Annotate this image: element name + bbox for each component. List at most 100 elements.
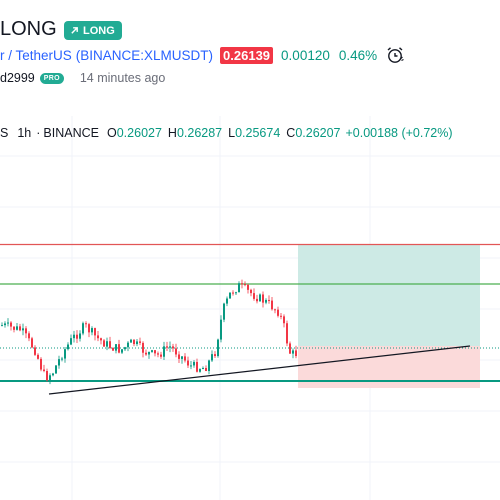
- exchange-link[interactable]: (BINANCE:XLMUSDT): [75, 48, 214, 63]
- candle-body: [250, 289, 252, 294]
- candle-body: [220, 319, 222, 340]
- candle-body: [130, 339, 132, 343]
- candle-body: [133, 339, 135, 345]
- symbol-row: r / TetherUS (BINANCE:XLMUSDT) 0.26139 0…: [0, 47, 377, 64]
- candle-body: [91, 328, 93, 333]
- candle-body: [199, 369, 201, 372]
- candle-body: [115, 344, 117, 351]
- candle-body: [289, 343, 291, 354]
- candle-body: [211, 354, 213, 361]
- candle-body: [40, 358, 42, 370]
- candle-body: [229, 292, 231, 299]
- candle-body: [241, 283, 243, 285]
- legend-interval[interactable]: 1h: [17, 126, 32, 140]
- candle-body: [259, 294, 261, 302]
- symbol-link[interactable]: r / TetherUS: [0, 48, 72, 63]
- last-price-badge: 0.26139: [220, 47, 274, 64]
- candle-body: [7, 322, 9, 324]
- candle-body: [73, 334, 75, 339]
- legend-symbol: S: [0, 126, 9, 140]
- candle-body: [235, 292, 237, 294]
- candle-body: [226, 298, 228, 304]
- candle-body: [193, 361, 195, 366]
- legend-open-label: O: [107, 126, 117, 140]
- candle-body: [205, 367, 207, 371]
- idea-title: LONG: [0, 18, 57, 40]
- candle-body: [217, 339, 219, 357]
- candle-body: [124, 347, 126, 350]
- candle-body: [85, 323, 87, 325]
- target-zone[interactable]: [298, 245, 480, 346]
- candle-body: [175, 348, 177, 355]
- candle-body: [112, 347, 114, 351]
- legend-close-label: C: [286, 126, 296, 140]
- candle-body: [43, 369, 45, 371]
- candle-body: [37, 354, 39, 359]
- alarm-clock-icon[interactable]: [385, 45, 405, 65]
- candle-body: [1, 325, 3, 327]
- pro-badge: PRO: [39, 72, 64, 84]
- candle-body: [166, 346, 168, 348]
- candle-body: [157, 353, 159, 355]
- candle-body: [160, 354, 162, 357]
- candle-body: [70, 338, 72, 345]
- candle-body: [19, 326, 21, 331]
- candle-body: [46, 370, 48, 381]
- trendline[interactable]: [48, 345, 471, 395]
- author-name[interactable]: d2999: [0, 71, 35, 85]
- candle-body: [79, 333, 81, 339]
- candle-body: [97, 335, 99, 339]
- candle-body: [10, 322, 12, 327]
- candle-body: [271, 300, 273, 310]
- candle-body: [214, 354, 216, 357]
- candle-body: [88, 324, 90, 333]
- candle-body: [151, 350, 153, 352]
- candle-body: [208, 360, 210, 371]
- price-change: 0.00120: [281, 48, 330, 63]
- candle-body: [262, 294, 264, 303]
- candle-body: [61, 358, 63, 360]
- legend-low-label: L: [228, 126, 236, 140]
- candle-body: [187, 360, 189, 366]
- candle-body: [268, 299, 270, 301]
- candle-body: [136, 341, 138, 345]
- candle-body: [148, 351, 150, 355]
- candle-body: [100, 338, 102, 341]
- candle-body: [247, 284, 249, 290]
- legend-change: +0.00188 (+0.72%): [345, 126, 453, 140]
- candle-body: [181, 356, 183, 359]
- candle-body: [109, 341, 111, 348]
- candle-body: [58, 359, 60, 366]
- price-chart[interactable]: [0, 116, 500, 500]
- candle-body: [223, 303, 225, 320]
- candle-body: [184, 356, 186, 361]
- candle-body: [196, 361, 198, 372]
- candle-body: [178, 354, 180, 359]
- legend-close: 0.26207: [295, 126, 341, 140]
- candle-body: [295, 350, 297, 357]
- candle-body: [82, 323, 84, 334]
- candle-body: [154, 350, 156, 354]
- candle-body: [49, 375, 51, 381]
- candlesticks: [1, 279, 297, 385]
- candle-body: [34, 347, 36, 355]
- author-row: d2999 PRO 14 minutes ago: [0, 71, 165, 85]
- legend-high-label: H: [167, 126, 177, 140]
- chart-legend: S 1h · BINANCE O 0.26027 H 0.26287 L 0.2567…: [0, 126, 453, 140]
- candle-body: [256, 298, 258, 302]
- candle-body: [121, 349, 123, 353]
- candle-body: [22, 328, 24, 331]
- legend-low: 0.25674: [235, 126, 281, 140]
- candle-body: [145, 352, 147, 355]
- candle-body: [52, 373, 54, 376]
- candle-body: [253, 293, 255, 299]
- candle-body: [64, 349, 66, 359]
- candle-body: [283, 316, 285, 324]
- candle-body: [244, 284, 246, 286]
- candle-body: [202, 367, 204, 370]
- legend-high: 0.26287: [176, 126, 223, 140]
- candle-body: [67, 344, 69, 350]
- candle-body: [16, 326, 18, 330]
- candle-body: [28, 333, 30, 339]
- candle-body: [238, 283, 240, 293]
